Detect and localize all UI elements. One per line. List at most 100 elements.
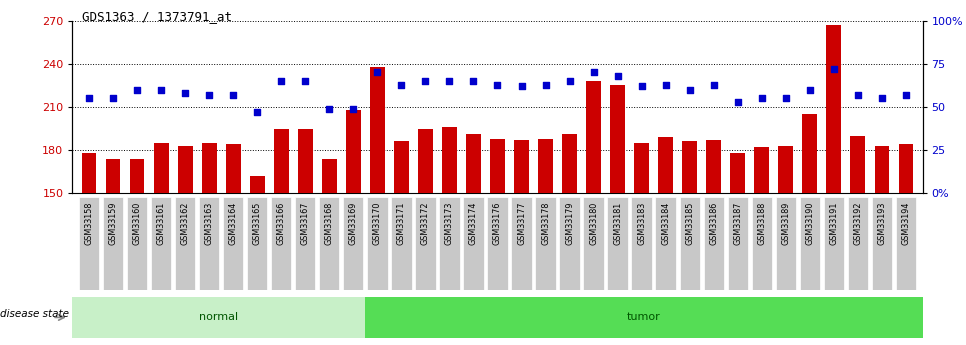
Text: GSM33186: GSM33186 — [709, 201, 718, 245]
Text: GSM33177: GSM33177 — [517, 201, 526, 245]
Text: GSM33170: GSM33170 — [373, 201, 382, 245]
Point — [585, 70, 601, 75]
Point — [562, 78, 578, 84]
Text: GSM33194: GSM33194 — [901, 201, 910, 245]
Point — [273, 78, 289, 84]
Bar — [754, 147, 769, 193]
Text: GSM33187: GSM33187 — [733, 201, 742, 245]
Text: GSM33190: GSM33190 — [806, 201, 814, 245]
Point — [730, 99, 746, 105]
Bar — [635, 143, 649, 193]
Text: GSM33192: GSM33192 — [853, 201, 863, 245]
Text: tumor: tumor — [627, 313, 661, 322]
Bar — [559, 197, 580, 290]
Bar — [850, 136, 865, 193]
Bar — [440, 197, 460, 290]
Bar — [415, 197, 436, 290]
Point — [850, 92, 866, 98]
Text: GSM33166: GSM33166 — [277, 201, 286, 245]
Bar — [464, 197, 484, 290]
Point — [466, 78, 481, 84]
Bar — [586, 81, 601, 193]
Point — [826, 66, 841, 72]
Text: GSM33193: GSM33193 — [877, 201, 886, 245]
Text: GSM33179: GSM33179 — [565, 201, 574, 245]
Bar — [175, 197, 195, 290]
Bar — [152, 197, 171, 290]
Text: GSM33174: GSM33174 — [469, 201, 478, 245]
Bar — [752, 197, 772, 290]
Text: GSM33165: GSM33165 — [253, 201, 262, 245]
Text: GSM33173: GSM33173 — [445, 201, 454, 245]
Text: GSM33162: GSM33162 — [181, 201, 189, 245]
Point — [658, 82, 673, 87]
Point — [706, 82, 722, 87]
Bar — [106, 159, 121, 193]
Bar — [72, 297, 365, 338]
Point — [682, 87, 697, 92]
Text: GSM33188: GSM33188 — [757, 201, 766, 245]
Bar — [511, 197, 531, 290]
Point — [538, 82, 554, 87]
Text: normal: normal — [199, 313, 239, 322]
Bar — [679, 197, 699, 290]
Bar — [298, 128, 313, 193]
Point — [202, 92, 217, 98]
Bar — [391, 197, 412, 290]
Text: GSM33191: GSM33191 — [829, 201, 838, 245]
Point — [394, 82, 410, 87]
Point — [346, 106, 361, 111]
Bar — [250, 176, 265, 193]
Bar — [271, 197, 292, 290]
Bar — [827, 25, 840, 193]
Bar — [82, 153, 97, 193]
Text: GSM33161: GSM33161 — [156, 201, 166, 245]
Bar — [562, 134, 577, 193]
Bar — [538, 139, 553, 193]
Point — [514, 83, 529, 89]
Bar — [323, 159, 336, 193]
Bar — [467, 134, 481, 193]
Bar — [514, 140, 528, 193]
Text: GSM33189: GSM33189 — [781, 201, 790, 245]
Bar — [223, 197, 243, 290]
Bar — [656, 197, 675, 290]
Bar — [898, 144, 913, 193]
Bar — [535, 197, 555, 290]
Point — [634, 83, 649, 89]
Bar — [178, 146, 192, 193]
Bar — [247, 197, 268, 290]
Bar — [128, 197, 148, 290]
Bar — [800, 197, 820, 290]
Bar — [803, 114, 817, 193]
Bar — [847, 197, 867, 290]
Bar — [488, 197, 507, 290]
Text: GSM33168: GSM33168 — [325, 201, 334, 245]
Bar — [370, 67, 384, 193]
Bar — [202, 143, 216, 193]
Bar — [103, 197, 124, 290]
Point — [417, 78, 433, 84]
Bar — [296, 197, 316, 290]
Bar — [706, 140, 721, 193]
Point — [81, 96, 97, 101]
Point — [490, 82, 505, 87]
Bar — [130, 159, 145, 193]
Bar — [365, 297, 923, 338]
Point — [249, 109, 265, 115]
Text: GSM33172: GSM33172 — [421, 201, 430, 245]
Text: GDS1363 / 1373791_at: GDS1363 / 1373791_at — [82, 10, 232, 23]
Point — [874, 96, 890, 101]
Point — [105, 96, 121, 101]
Bar — [779, 146, 793, 193]
Point — [898, 92, 914, 98]
Bar — [155, 143, 168, 193]
Point — [322, 106, 337, 111]
Bar — [367, 197, 387, 290]
Point — [154, 87, 169, 92]
Bar — [583, 197, 604, 290]
Text: GSM33164: GSM33164 — [229, 201, 238, 245]
Text: GSM33181: GSM33181 — [613, 201, 622, 245]
Point — [298, 78, 313, 84]
Bar — [730, 153, 745, 193]
